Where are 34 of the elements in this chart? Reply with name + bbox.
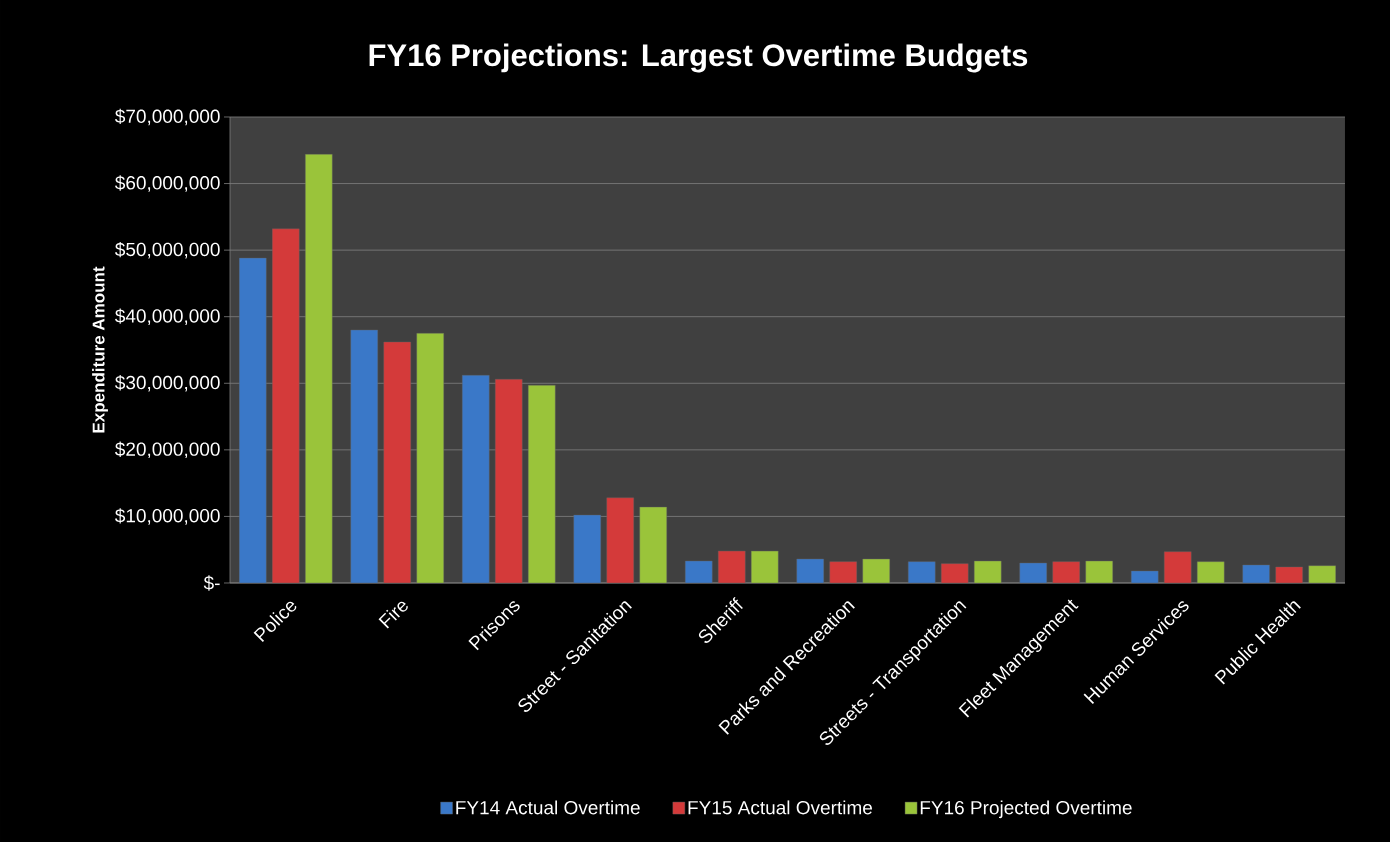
bar [383, 342, 411, 583]
bar [416, 333, 444, 583]
bar [606, 497, 634, 583]
y-tick-label: $60,000,000 [115, 175, 220, 192]
legend-label: FY16 Projected Overtime [920, 800, 1132, 819]
bar [941, 563, 969, 583]
y-tick-label: $50,000,000 [115, 241, 220, 259]
legend-label: FY14 Actual Overtime [456, 800, 640, 815]
bar [239, 258, 267, 583]
y-tick-label: $10,000,000 [115, 508, 220, 525]
bar [462, 375, 490, 583]
bar [639, 507, 667, 583]
y-tick-label: $20,000,000 [115, 441, 220, 459]
y-axis-title: Expenditure Amount [92, 266, 108, 433]
chart-title: FY16 Projections: Largest Overtime Budgets [369, 43, 1028, 73]
legend-label: FY15 Actual Overtime [688, 800, 873, 815]
bar [305, 154, 333, 583]
bar [528, 385, 556, 583]
bar [829, 561, 857, 583]
y-tick-label: $30,000,000 [115, 375, 220, 392]
x-tick-label: Fire [378, 601, 408, 629]
bar [1197, 561, 1225, 583]
bar [1052, 561, 1080, 583]
y-tick-label: $70,000,000 [115, 108, 220, 126]
bar [718, 551, 746, 583]
bar [495, 379, 523, 583]
bar [908, 561, 936, 583]
bar [1164, 551, 1192, 583]
bar [272, 228, 300, 583]
y-tick-label: $40,000,000 [115, 308, 220, 325]
y-tick-label: $- [203, 575, 220, 591]
bar [751, 551, 779, 583]
bar [573, 515, 601, 583]
bar [350, 330, 378, 583]
